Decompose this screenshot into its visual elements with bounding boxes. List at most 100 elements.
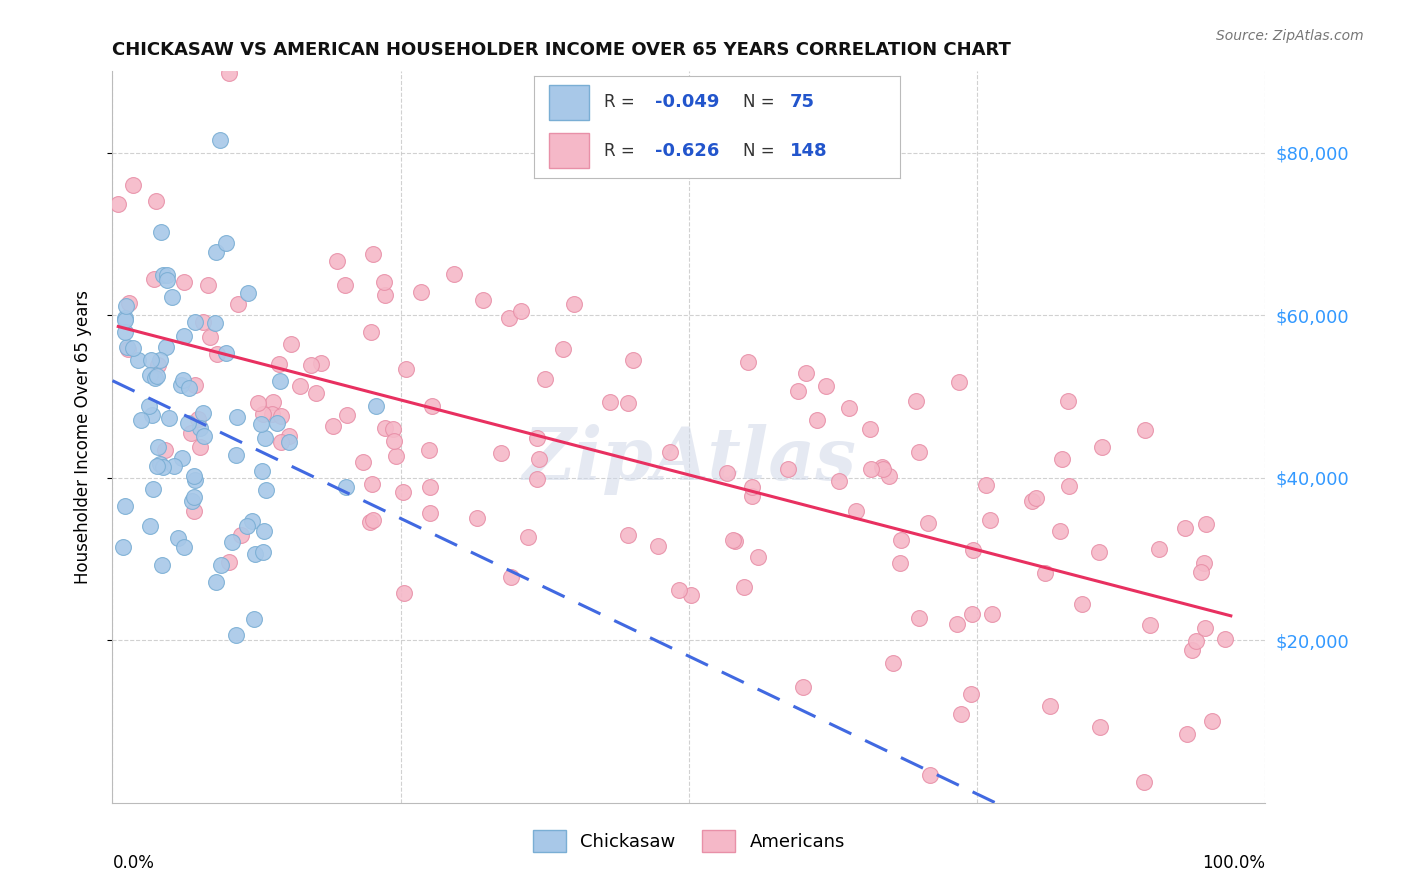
Point — [889, 556, 911, 570]
Point — [191, 406, 214, 420]
Point — [510, 304, 533, 318]
Point — [146, 458, 169, 473]
Point — [409, 285, 432, 299]
Point — [1133, 423, 1156, 437]
Point — [240, 514, 263, 528]
Point — [1192, 557, 1215, 571]
Text: 75: 75 — [790, 94, 815, 112]
Point — [962, 607, 984, 622]
Point — [250, 464, 273, 478]
Point — [815, 379, 838, 393]
Point — [599, 395, 621, 409]
Point — [188, 440, 211, 454]
Point — [374, 288, 396, 302]
Point — [882, 656, 904, 670]
Text: R =: R = — [603, 142, 640, 160]
Point — [370, 0, 392, 2]
Point — [382, 421, 405, 435]
Point — [1189, 566, 1212, 580]
Point — [1056, 394, 1078, 409]
Point — [236, 286, 259, 301]
Point — [489, 446, 512, 460]
Point — [872, 462, 894, 476]
Point — [1181, 643, 1204, 657]
Point — [1139, 617, 1161, 632]
Point — [382, 434, 405, 448]
Point — [322, 419, 344, 434]
Point — [1175, 726, 1198, 740]
Point — [145, 194, 167, 209]
Point — [184, 473, 207, 487]
Point — [114, 311, 136, 326]
Point — [246, 396, 269, 410]
Point — [917, 516, 939, 531]
Point — [679, 588, 702, 602]
Point — [183, 469, 205, 483]
Legend: Chickasaw, Americans: Chickasaw, Americans — [526, 823, 852, 860]
Text: 0.0%: 0.0% — [112, 854, 155, 872]
Point — [1147, 542, 1170, 557]
Point — [501, 570, 523, 584]
Point — [221, 535, 243, 549]
Point — [262, 394, 284, 409]
Point — [1132, 774, 1154, 789]
Point — [218, 555, 240, 569]
Point — [180, 425, 202, 440]
Point — [236, 519, 259, 533]
Text: 148: 148 — [790, 142, 828, 160]
Point — [183, 504, 205, 518]
Text: R =: R = — [603, 94, 640, 112]
Point — [1174, 521, 1197, 535]
Point — [280, 337, 302, 351]
Point — [361, 247, 384, 261]
Point — [1090, 720, 1112, 734]
Point — [157, 410, 180, 425]
Point — [146, 369, 169, 384]
Point — [173, 275, 195, 289]
Point — [391, 485, 413, 500]
Point — [139, 368, 162, 383]
Point — [533, 372, 555, 386]
Point — [918, 768, 941, 782]
Point — [361, 513, 384, 527]
Point — [152, 268, 174, 282]
Point — [215, 236, 238, 251]
Point — [981, 607, 1004, 622]
Point — [114, 312, 136, 326]
Point — [741, 489, 763, 503]
Point — [792, 681, 814, 695]
Point — [181, 494, 204, 508]
Point — [395, 361, 418, 376]
Point — [309, 356, 332, 370]
Point — [250, 417, 273, 431]
Text: CHICKASAW VS AMERICAN HOUSEHOLDER INCOME OVER 65 YEARS CORRELATION CHART: CHICKASAW VS AMERICAN HOUSEHOLDER INCOME… — [112, 41, 1011, 59]
Point — [422, 399, 444, 413]
Point — [218, 66, 240, 80]
Point — [1021, 494, 1043, 508]
Text: 100.0%: 100.0% — [1202, 854, 1265, 872]
Point — [252, 545, 274, 559]
Point — [806, 412, 828, 426]
Point — [658, 445, 681, 459]
Point — [1088, 545, 1111, 559]
Point — [359, 515, 381, 529]
Point — [299, 358, 322, 372]
Point — [277, 428, 299, 442]
Point — [647, 540, 669, 554]
Point — [517, 530, 540, 544]
Point — [107, 197, 129, 211]
Point — [226, 297, 249, 311]
Point — [214, 345, 236, 359]
Point — [155, 340, 177, 354]
Point — [551, 343, 574, 357]
Point — [200, 329, 222, 343]
Point — [183, 315, 205, 329]
Point — [141, 483, 163, 497]
Point — [143, 371, 166, 385]
Point — [111, 540, 134, 554]
Point — [443, 267, 465, 281]
Point — [209, 558, 232, 572]
Point — [277, 435, 299, 450]
Point — [872, 460, 894, 475]
Point — [143, 272, 166, 286]
